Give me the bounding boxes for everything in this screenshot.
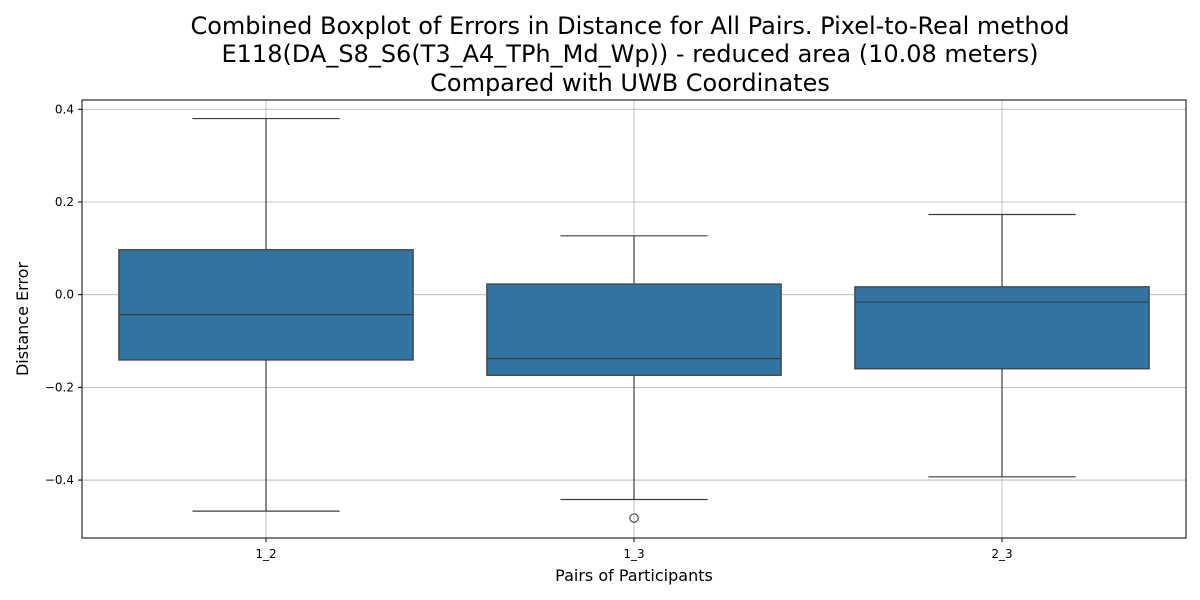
x-tick-label: 2_3 (991, 547, 1012, 561)
box-1_2 (118, 117, 414, 512)
axis-ticks: 0.4 0.2 0.0 −0.2 −0.4 1_2 1_3 2_3 (45, 102, 1013, 561)
chart-title-line: Compared with UWB Coordinates (430, 69, 830, 97)
box-1_3 (486, 235, 782, 523)
y-tick-label: −0.4 (45, 473, 74, 487)
chart-title-line: E118(DA_S8_S6(T3_A4_TPh_Md_Wp)) - reduce… (222, 40, 1039, 68)
x-tick-label: 1_2 (255, 547, 276, 561)
outlier-point (629, 513, 639, 523)
y-axis-label: Distance Error (13, 262, 32, 376)
chart-title: Combined Boxplot of Errors in Distance f… (190, 12, 1069, 97)
iqr-box (486, 283, 782, 376)
x-tick-label: 1_3 (623, 547, 644, 561)
y-tick-label: −0.2 (45, 380, 74, 394)
y-tick-label: 0.4 (55, 102, 74, 116)
iqr-box (118, 249, 414, 361)
y-tick-label: 0.0 (55, 288, 74, 302)
box-2_3 (854, 213, 1150, 478)
y-tick-label: 0.2 (55, 195, 74, 209)
iqr-box (854, 286, 1150, 370)
x-axis-label: Pairs of Participants (555, 566, 713, 585)
boxes (118, 117, 1150, 523)
chart-title-line: Combined Boxplot of Errors in Distance f… (190, 12, 1069, 40)
